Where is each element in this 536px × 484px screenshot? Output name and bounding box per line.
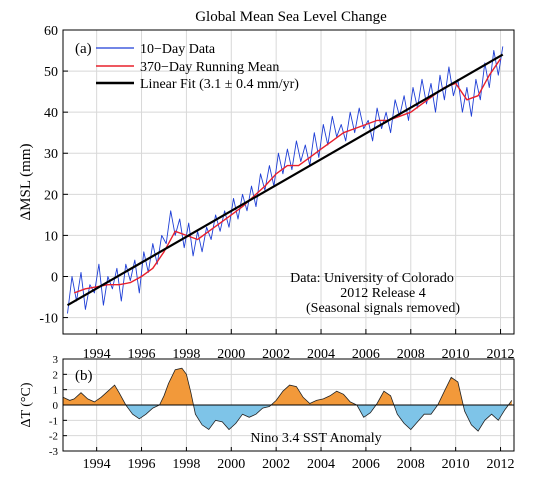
panel-a-series-ten-day-data <box>67 46 504 314</box>
legend-label: 370−Day Running Mean <box>140 60 279 75</box>
panel-a-ytick-label: 0 <box>51 270 58 285</box>
panel-b-area-negative <box>63 405 512 432</box>
panel-b-ytick-label: -1 <box>49 415 58 427</box>
panel-a-xtick-label: 2012 <box>487 347 515 362</box>
panel-a-frame <box>62 29 515 335</box>
panel-a-xtick-label: 1998 <box>172 347 200 362</box>
panel-a-annotation-line: Data: University of Colorado <box>290 271 454 286</box>
panel-b-series-line <box>62 367 513 432</box>
panel-a-xtick-label: 2002 <box>262 347 290 362</box>
panel-a-xtick-label: 1994 <box>83 347 111 362</box>
panel-a-ytick-label: 50 <box>44 65 58 80</box>
panel-b-ytick-label: 1 <box>53 385 59 397</box>
panel-a-ytick-label: 60 <box>44 24 58 39</box>
panel-a-sea-level: -10 0 10 20 30 40 50 60 1994 1996 1998 2000 2002 2004… <box>18 24 515 362</box>
legend-label: 10−Day Data <box>140 42 216 57</box>
panel-a-annotation-line: 2012 Release 4 <box>340 286 426 301</box>
panel-b-ytick-label: 2 <box>53 369 59 381</box>
panel-a-ytick-label: -10 <box>39 312 58 327</box>
panel-b-xtick-label: 2006 <box>352 457 380 472</box>
panel-b-nino: -3 -2 -1 0 1 2 3 1994 1996 1998 2000 2002 2004 2006 20… <box>19 354 515 472</box>
panel-a-series-running-mean <box>73 58 502 294</box>
panel-b-xtick-label: 2008 <box>397 457 425 472</box>
panel-b-xtick-label: 1996 <box>128 457 156 472</box>
panel-b-label: (b) <box>75 368 93 384</box>
panel-b-xtick-label: 2002 <box>262 457 290 472</box>
panel-b-ytick-label: -2 <box>49 431 58 443</box>
panel-a-xtick-label: 2006 <box>352 347 380 362</box>
panel-b-xtick-label: 1994 <box>83 457 111 472</box>
panel-b-ytick-label: 0 <box>53 400 59 412</box>
panel-a-series-linear-fit <box>66 53 504 307</box>
panel-b-frame <box>62 358 515 452</box>
panel-a-xtick-label: 1996 <box>128 347 156 362</box>
panel-b-ytick-label: -3 <box>49 446 59 458</box>
panel-a-xtick-label: 2004 <box>307 347 335 362</box>
panel-a-xtick-label: 2010 <box>442 347 470 362</box>
legend-label: Linear Fit (3.1 ± 0.4 mm/yr) <box>140 77 299 92</box>
panel-b-xtick-label: 2004 <box>307 457 335 472</box>
panel-a-ytick-label: 40 <box>44 106 58 121</box>
panel-a-xtick-label: 2008 <box>397 347 425 362</box>
figure-title: Global Mean Sea Level Change <box>195 9 387 25</box>
panel-b-xtick-label: 2010 <box>442 457 470 472</box>
panel-a-ytick-label: 30 <box>44 147 58 162</box>
panel-b-annotation: Nino 3.4 SST Anomaly <box>250 431 381 446</box>
panel-b-xtick-label: 2000 <box>217 457 245 472</box>
panel-b-xtick-label: 2012 <box>487 457 515 472</box>
panel-b-area-positive <box>63 368 512 405</box>
panel-b-xtick-label: 1998 <box>172 457 200 472</box>
panel-a-annotation-line: (Seasonal signals removed) <box>306 301 460 316</box>
panel-a-ytick-label: 20 <box>44 188 58 203</box>
panel-b-ytick-label: 3 <box>53 354 59 366</box>
panel-a-ylabel: ΔMSL (mm) <box>18 143 34 220</box>
panel-a-background <box>63 30 514 334</box>
panel-a-label: (a) <box>75 41 92 57</box>
panel-b-ylabel: ΔT (°C) <box>19 382 34 427</box>
panel-a-ytick-label: 10 <box>44 229 58 244</box>
panel-a-xtick-label: 2000 <box>217 347 245 362</box>
